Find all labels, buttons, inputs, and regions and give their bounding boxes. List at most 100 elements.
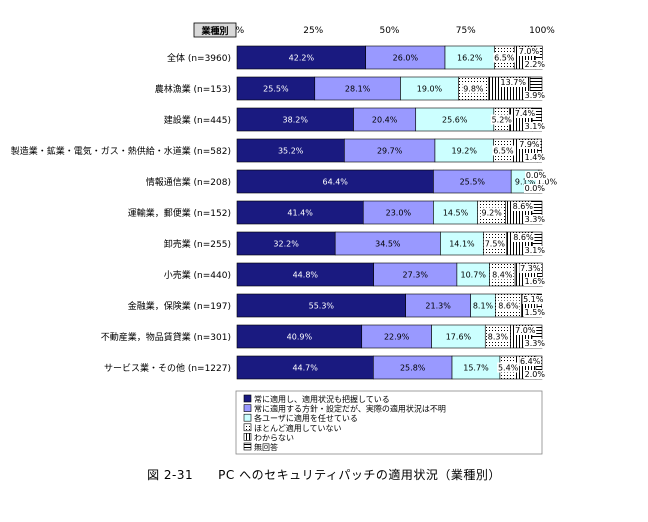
category-label: 金融業，保険業 (n=197) [128,300,231,312]
value-label: 28.1% [345,85,371,94]
value-label-bg [522,295,545,304]
category-header: 業種別 [193,22,237,38]
value-label: 35.2% [278,147,304,156]
value-label: 9.1% [515,178,536,187]
value-label: 25.5% [263,85,289,94]
value-label: 44.7% [292,364,318,373]
value-label-bg [462,83,485,94]
value-label: 2.2% [525,60,546,69]
category-header-box [193,22,237,38]
legend-swatch [243,413,252,422]
value-label: 25.8% [400,364,426,373]
value-label: 5.1% [523,295,544,304]
value-label-bg [512,233,535,242]
value-label: 15.7% [463,364,489,373]
value-label: 27.3% [403,271,429,280]
value-label-bg [525,171,547,180]
value-label-bg [524,153,546,162]
value-label-bg [519,264,542,273]
category-label: 運輸業，郵便業 (n=152) [128,207,231,219]
value-label-bg [517,47,540,56]
value-label: 41.4% [287,209,313,218]
value-label-bg [535,176,558,187]
value-label-bg [524,370,546,379]
value-label: 17.6% [446,333,472,342]
legend-swatch [243,442,252,451]
value-label-bg [524,339,546,348]
value-label: 7.3% [520,264,541,273]
value-label-bg [524,246,546,255]
value-label: 38.2% [283,116,309,125]
value-label-bg [490,114,513,125]
x-tick-label: 0% [230,26,245,36]
value-label: 6.4% [520,357,541,366]
value-label-bg [518,140,541,149]
value-label: 2.0% [525,370,546,379]
legend: 常に適用し、適用状況も把握している常に適用する方針・設定だが、実際の適用状況は不… [235,390,543,455]
value-label-bg [524,308,546,317]
figure-caption: 図 2-31 PC へのセキュリティパッチの適用状況（業種別） [147,468,501,482]
value-label-bg [497,362,520,373]
value-label: 5.4% [498,364,519,373]
value-label-bg [524,122,546,131]
value-label: 16.2% [457,54,483,63]
value-label-bg [524,184,546,193]
value-label: 10.7% [461,271,487,280]
value-label: 64.4% [322,178,348,187]
category-labels: 全体 (n=3960) 農林漁業 (n=153) 建設業 (n=445) 製造業・鉱業… [11,52,231,374]
value-label-bg [480,207,503,218]
value-label: 19.0% [417,85,443,94]
value-label-bg [513,109,536,118]
category-label: 情報通信業 (n=208) [146,176,231,188]
category-label: 不動産業，物品賃貸業 (n=301) [101,331,231,343]
value-label: 19.2% [452,147,478,156]
legend-swatch [243,404,252,412]
value-label: 3.1% [525,246,546,255]
category-label: 卸売業 (n=255) [164,238,231,250]
value-label: 42.2% [289,54,315,63]
legend-label: ほとんど適用していない [254,423,342,433]
value-label: 32.2% [273,240,299,249]
value-label: 3.3% [525,339,546,348]
value-label: 1.0% [537,178,558,187]
value-label-bg [486,331,509,342]
legend-label: 常に適用し、適用状況も把握している [254,394,390,404]
value-label: 34.5% [375,240,401,249]
value-label: 29.7% [377,147,403,156]
value-label-bg [524,91,546,100]
value-label: 1.5% [525,308,546,317]
legend-box [235,390,543,455]
value-label-bg [493,52,516,63]
value-label: 9.2% [482,209,503,218]
value-label: 5.2% [492,116,513,125]
value-label: 26.0% [393,54,419,63]
value-label: 0.0% [526,171,547,180]
value-label: 7.0% [519,47,540,56]
value-label-bg [492,145,515,156]
category-label: サービス業・その他 (n=1227) [104,362,231,374]
value-label: 7.5% [485,240,506,249]
x-tick-label: 75% [456,26,476,36]
value-label: 8.3% [488,333,509,342]
value-label: 14.5% [443,209,469,218]
value-label: 21.3% [425,302,451,311]
category-label: 建設業 (n=445) [164,114,231,126]
legend-swatch [243,433,252,441]
value-label: 40.9% [287,333,313,342]
value-label: 8.6% [513,202,534,211]
category-label: 小売業 (n=440) [164,269,231,281]
value-label: 6.5% [493,147,514,156]
value-label: 7.9% [519,140,540,149]
value-label: 8.4% [492,271,513,280]
value-label: 6.5% [494,54,515,63]
value-label: 3.9% [525,91,546,100]
x-tick-label: 100% [529,26,555,36]
value-label: 55.3% [309,302,335,311]
category-label: 製造業・鉱業・電気・ガス・熱供給・水道業 (n=582) [11,145,231,157]
value-label: 20.4% [372,116,398,125]
value-label-bg [519,357,542,366]
value-label-bg [524,60,546,69]
value-label-bg [499,78,527,87]
x-axis-ticks: 0% 25% 50% 75% 100% [230,26,555,36]
value-label: 9.8% [463,85,484,94]
